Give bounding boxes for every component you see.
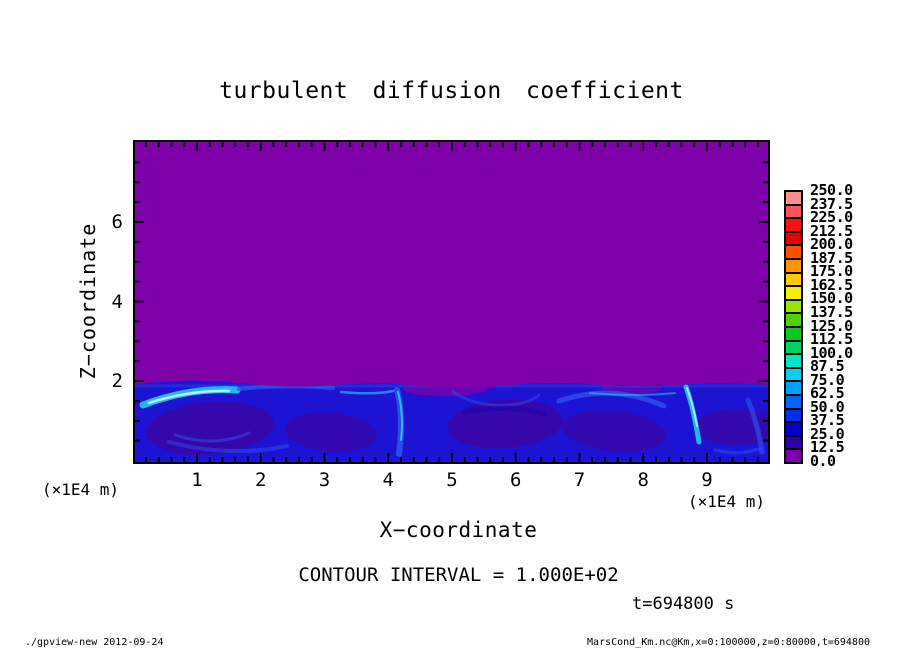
colorbar-cell (786, 368, 801, 383)
x-tick-label: 4 (382, 469, 394, 491)
y-tick-label: 6 (111, 211, 123, 233)
y-axis-tick-labels: 6 4 2 (95, 142, 123, 462)
colorbar-tick-label: 175.0 (810, 262, 853, 281)
colorbar-tick-label: 125.0 (810, 316, 853, 335)
colorbar-labels: 250.0 237.5 225.0 212.5 200.0 187.5 175.0 162.5… (810, 181, 870, 473)
colorbar-cell (786, 287, 801, 301)
colorbar-tick-label: 187.5 (810, 248, 853, 267)
colorbar-cell (786, 341, 801, 356)
colorbar-tick-label: 50.0 (810, 397, 845, 416)
y-axis-unit-label: (×1E4 m) (42, 480, 120, 499)
colorbar-tick-label: 137.5 (810, 302, 853, 321)
colorbar-tick-label: 87.5 (810, 357, 845, 376)
contour-interval-text: CONTOUR INTERVAL = 1.000E+02 (298, 564, 619, 586)
x-tick-label: 8 (637, 469, 649, 491)
field-feature (397, 391, 403, 441)
field-feature (285, 412, 377, 452)
plot-title: turbulent diffusion coefficient (219, 78, 684, 104)
field-feature (146, 401, 274, 455)
colorbar-tick-label: 237.5 (810, 194, 853, 213)
x-tick-label: 1 (191, 469, 203, 491)
x-axis-label: X−coordinate (379, 518, 538, 542)
colorbar-cell (786, 436, 801, 451)
colorbar-tick-label: 37.5 (810, 411, 845, 430)
x-tick-label: 2 (255, 469, 267, 491)
colorbar-tick-label: 212.5 (810, 221, 853, 240)
colorbar-cell (786, 205, 801, 220)
x-tick-label: 6 (510, 469, 522, 491)
colorbar-cell (786, 232, 801, 247)
colorbar-cell (786, 314, 801, 328)
contour-field (135, 142, 768, 462)
colorbar-cell (786, 382, 801, 396)
field-feature (686, 387, 698, 427)
x-axis-unit-label: (×1E4 m) (688, 492, 766, 511)
field-feature (562, 410, 666, 452)
colorbar-cell (786, 409, 801, 424)
colorbar-tick-label: 0.0 (810, 452, 836, 470)
colorbar-tick-label: 62.5 (810, 384, 845, 403)
field-feature (462, 405, 548, 417)
field-feature (589, 392, 676, 396)
footer-file-text: MarsCond_Km.nc@Km,x=0:100000,z=0:80000,t… (587, 637, 870, 648)
colorbar (784, 190, 803, 464)
colorbar-cell (786, 327, 801, 342)
field-feature (147, 389, 231, 405)
colorbar-cell (786, 219, 801, 233)
colorbar-tick-label: 150.0 (810, 289, 853, 308)
colorbar-cell (786, 395, 801, 410)
colorbar-cell (786, 300, 801, 315)
colorbar-cell (786, 192, 801, 206)
colorbar-tick-label: 162.5 (810, 275, 853, 294)
colorbar-tick-label: 250.0 (810, 181, 853, 199)
colorbar-tick-label: 100.0 (810, 343, 853, 362)
x-axis-tick-labels: 1 2 3 4 5 6 7 8 9 (135, 469, 768, 493)
colorbar-cell (786, 423, 801, 437)
x-tick-label: 5 (446, 469, 458, 491)
x-tick-label: 3 (318, 469, 331, 491)
colorbar-tick-label: 225.0 (810, 208, 853, 227)
plot-area (133, 140, 770, 464)
y-tick-label: 4 (111, 290, 123, 313)
colorbar-tick-label: 12.5 (810, 438, 845, 457)
colorbar-cell (786, 259, 801, 274)
colorbar-cell (786, 246, 801, 260)
colorbar-cell (786, 273, 801, 288)
colorbar-tick-label: 75.0 (810, 370, 845, 389)
y-tick-label: 2 (111, 370, 123, 392)
time-stamp-text: t=694800 s (632, 594, 735, 614)
colorbar-tick-label: 25.0 (810, 424, 845, 443)
x-tick-label: 7 (573, 469, 586, 491)
x-tick-label: 9 (701, 469, 713, 491)
colorbar-cell (786, 450, 801, 462)
field-feature (167, 440, 289, 454)
colorbar-cell (786, 355, 801, 369)
colorbar-tick-label: 200.0 (810, 235, 853, 254)
field-feature (745, 397, 765, 455)
field-feature (713, 447, 761, 455)
field-feature (556, 390, 667, 409)
colorbar-tick-label: 112.5 (810, 330, 853, 349)
field-feature (173, 431, 251, 443)
field-feature (339, 389, 395, 395)
field-feature (451, 390, 541, 407)
footer-command-text: ./gpview-new 2012-09-24 (25, 637, 164, 648)
field-feature (447, 399, 563, 449)
